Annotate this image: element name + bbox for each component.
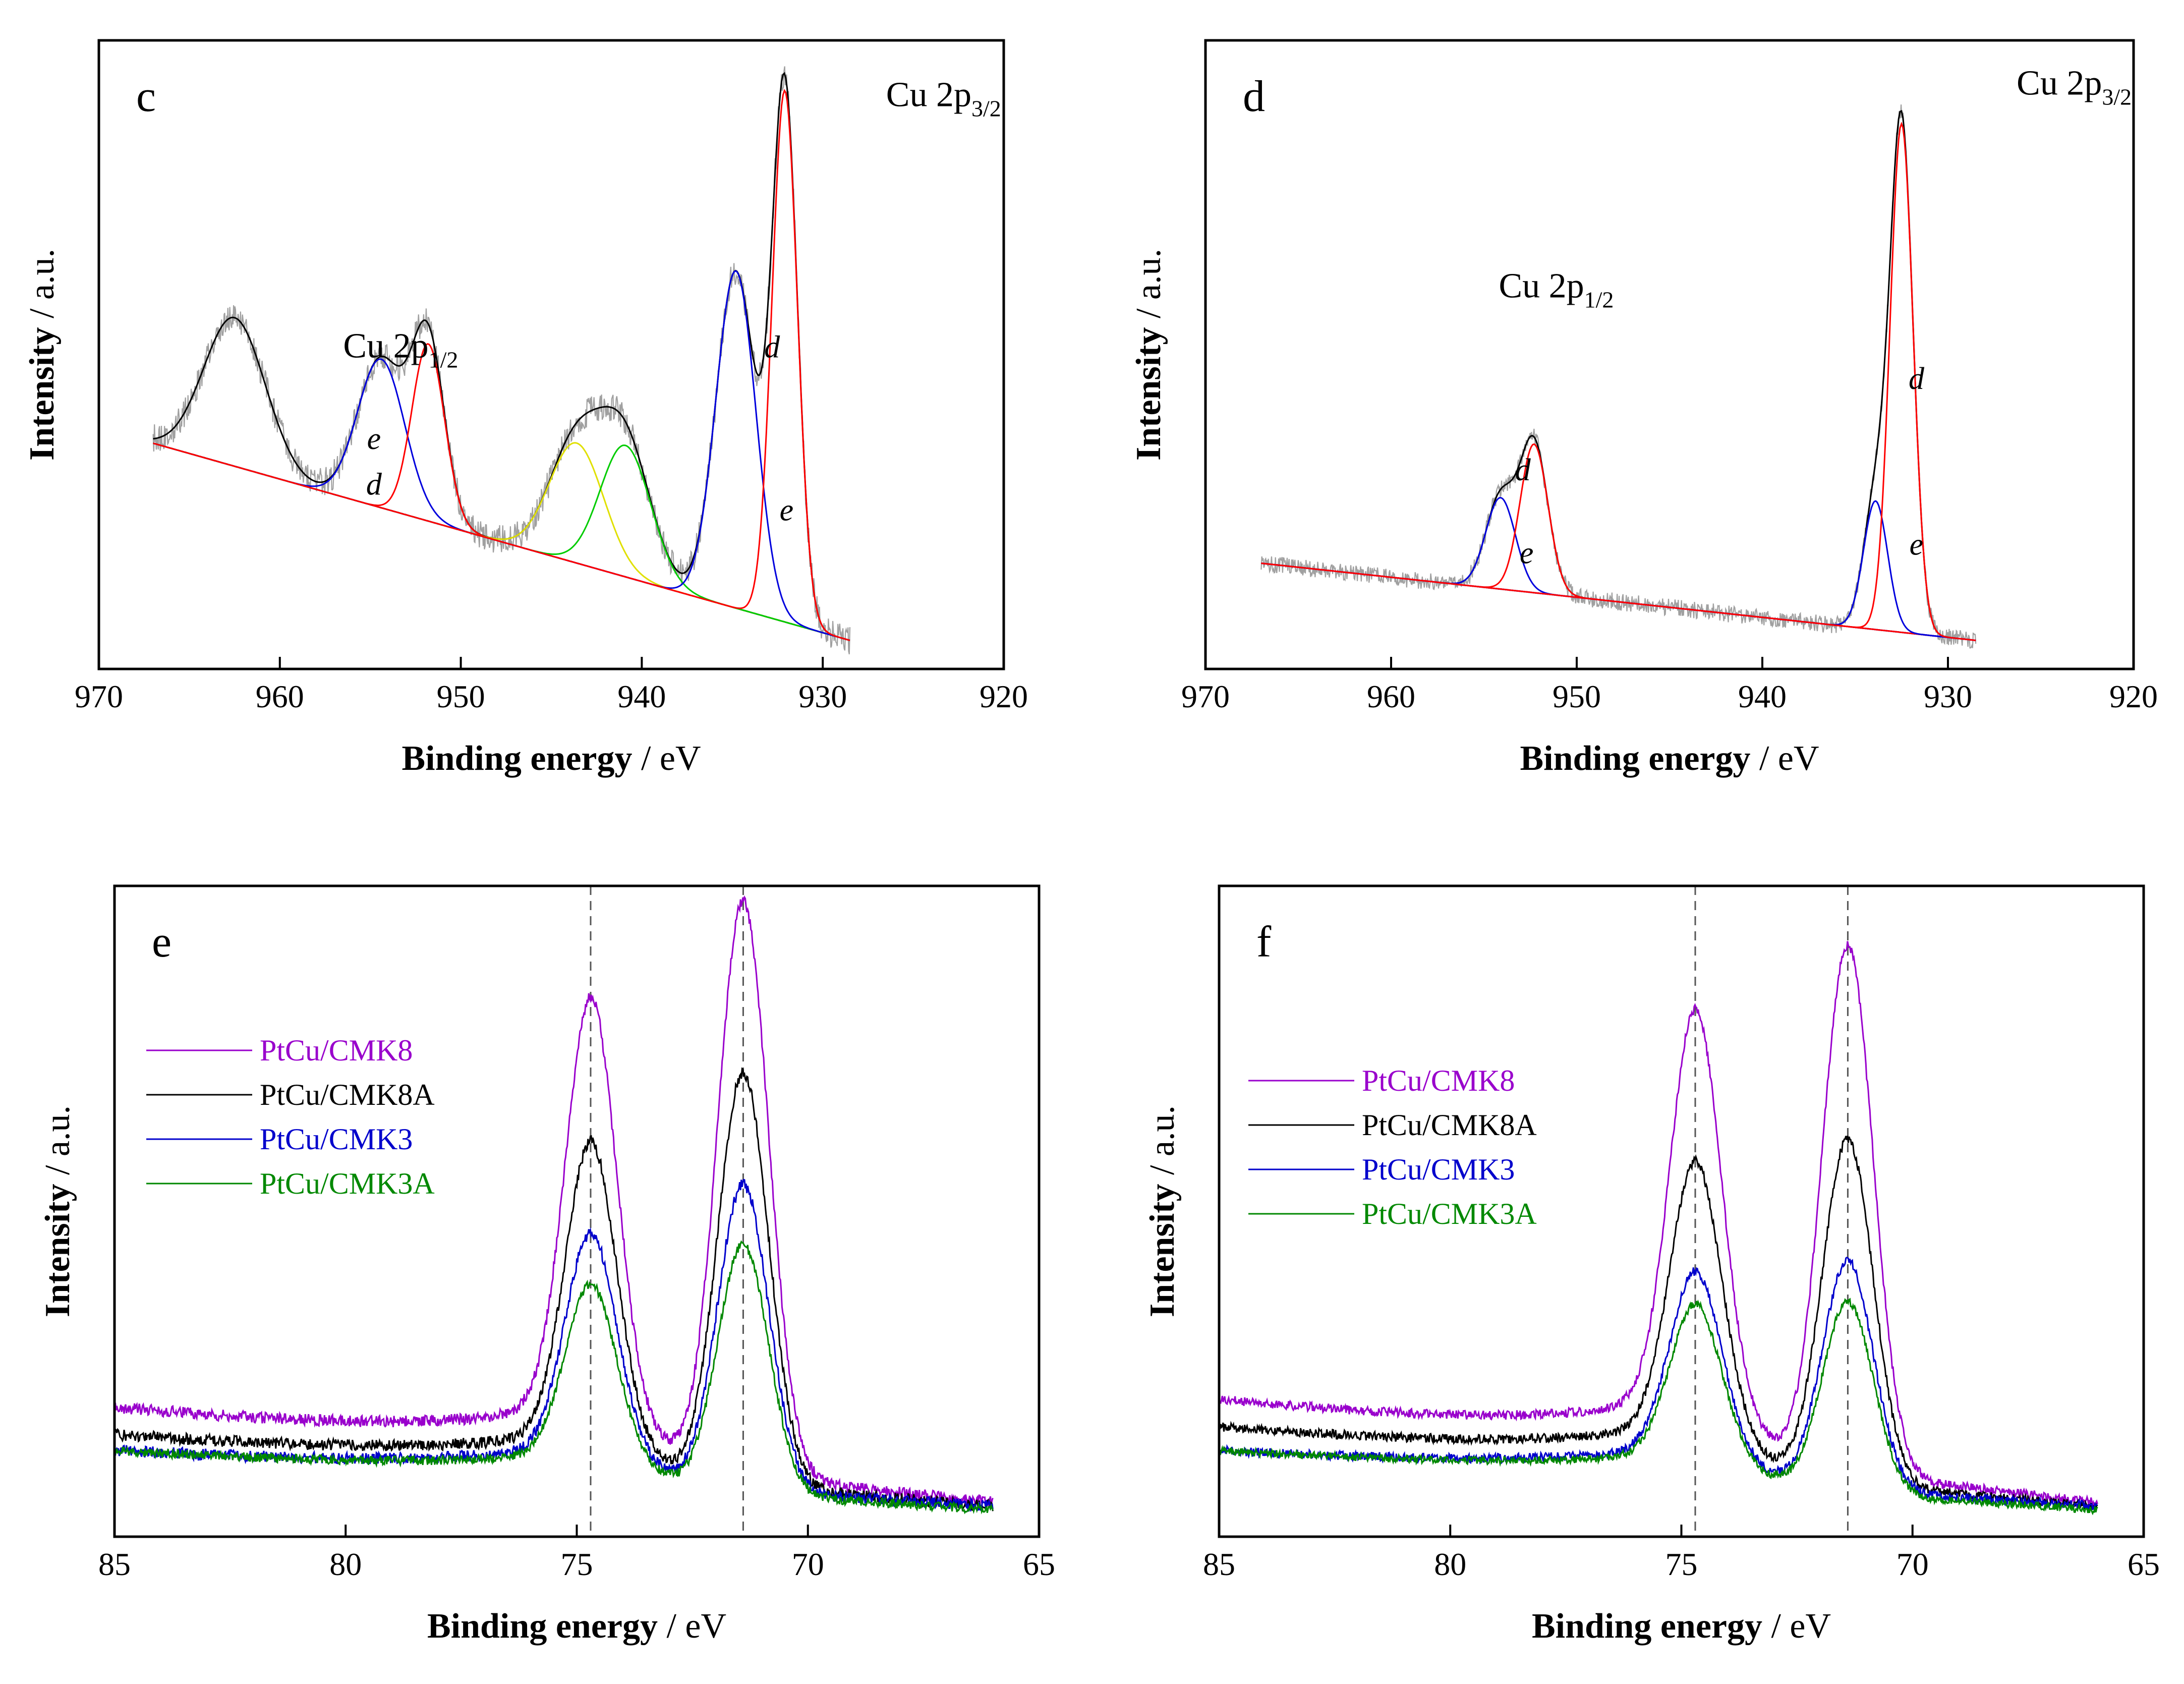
x-axis-label: Binding energy / eV: [401, 739, 701, 778]
panel-c: 970 960 950 940 930 920 Binding energy / eV Int…: [23, 39, 1028, 778]
peak-label: Cu 2p3/2: [886, 75, 1001, 121]
series-cu2p1-2-d: [153, 343, 850, 641]
series-ptcu-cmk3a: [1219, 1298, 2098, 1515]
x-tick-label: 65: [2128, 1546, 2160, 1582]
x-tick-label: 940: [1738, 679, 1787, 714]
series-cu2p3-2-e: [153, 270, 850, 641]
series-envelope: [153, 72, 850, 641]
series-raw: [1260, 104, 1977, 649]
panel-f: 85 80 75 70 65 Binding energy / eV Intensity /…: [1143, 884, 2160, 1646]
x-axis-label: Binding energy / eV: [1520, 739, 1819, 778]
x-tick-label: 65: [1023, 1546, 1055, 1582]
series-ptcu-cmk3: [1219, 1257, 2098, 1511]
component-label: e: [1910, 527, 1924, 562]
plot-frame: [97, 39, 1005, 670]
x-tick-label: 920: [980, 679, 1028, 714]
x-tick-label: 70: [1896, 1546, 1929, 1582]
peak-label: Cu 2p1/2: [343, 327, 458, 373]
legend-label: PtCu/CMK3: [1362, 1153, 1515, 1186]
x-tick-label: 960: [256, 679, 304, 714]
series-ptcu-cmk8: [114, 895, 994, 1508]
x-axis-label: Binding energy / eV: [1532, 1607, 1831, 1646]
x-tick-label: 70: [792, 1546, 824, 1582]
panel-letter: c: [136, 72, 156, 121]
y-axis-label: Intensity / a.u.: [38, 1105, 77, 1317]
x-tick-label: 930: [1924, 679, 1972, 714]
peak-label: Cu 2p3/2: [2017, 64, 2132, 110]
plot-frame: [1204, 39, 2135, 670]
legend-label: PtCu/CMK8: [1362, 1064, 1515, 1097]
panel-d: 970 960 950 940 930 920 Binding energy / eV Int…: [1129, 39, 2158, 778]
series-ptcu-cmk3: [114, 1178, 994, 1512]
x-tick-label: 85: [1203, 1546, 1235, 1582]
component-label: e: [780, 493, 794, 527]
x-tick-label: 960: [1367, 679, 1415, 714]
x-tick-label: 970: [75, 679, 123, 714]
panel-letter: d: [1243, 72, 1265, 121]
series-envelope: [1261, 109, 1976, 641]
plot-area: [114, 895, 994, 1514]
legend-label: PtCu/CMK3: [260, 1122, 413, 1156]
legend-label: PtCu/CMK8A: [260, 1078, 435, 1111]
series-ptcu-cmk8a: [1219, 1136, 2098, 1512]
plot-frame: [113, 884, 1041, 1538]
series-raw: [152, 66, 851, 655]
x-tick-label: 920: [2109, 679, 2158, 714]
series-ptcu-cmk8a: [114, 1067, 994, 1512]
legend-label: PtCu/CMK8A: [1362, 1108, 1537, 1142]
x-tick-label: 85: [98, 1546, 131, 1582]
panel-e: 85 80 75 70 65 Binding energy / eV Intensity /…: [38, 884, 1055, 1646]
x-tick-label: 75: [1665, 1546, 1698, 1582]
x-tick-label: 950: [1553, 679, 1601, 714]
series-ptcu-cmk8: [1219, 941, 2098, 1508]
x-tick-label: 970: [1181, 679, 1230, 714]
x-tick-label: 940: [617, 679, 666, 714]
x-axis-label: Binding energy / eV: [427, 1607, 726, 1646]
component-label: d: [1515, 453, 1531, 487]
component-label: d: [764, 330, 780, 365]
series-cu2p3-2-d: [153, 89, 850, 641]
component-label: e: [1520, 536, 1534, 570]
component-label: d: [366, 468, 382, 502]
series-cu2p1-2-d: [1261, 443, 1976, 641]
plot-area: [1219, 941, 2098, 1515]
y-axis-label: Intensity / a.u.: [23, 249, 62, 461]
x-tick-label: 80: [1434, 1546, 1466, 1582]
series-ptcu-cmk3a: [114, 1240, 994, 1514]
y-axis-label: Intensity / a.u.: [1129, 249, 1168, 461]
plot-area: [152, 66, 851, 655]
series-cu2p1-2-e: [153, 358, 850, 641]
plot-frame: [1218, 884, 2145, 1538]
component-label: d: [1909, 362, 1925, 396]
series-cu2p3-2-d: [1261, 122, 1976, 641]
y-axis-label: Intensity / a.u.: [1143, 1105, 1182, 1317]
panel-letter: e: [152, 918, 171, 967]
component-label: e: [367, 422, 381, 456]
x-tick-label: 75: [561, 1546, 593, 1582]
legend-label: PtCu/CMK3A: [260, 1167, 435, 1200]
x-tick-label: 80: [329, 1546, 362, 1582]
plot-area: [1260, 104, 1977, 649]
x-tick-label: 930: [798, 679, 847, 714]
panel-letter: f: [1256, 918, 1272, 967]
peak-label: Cu 2p1/2: [1499, 267, 1614, 313]
legend-label: PtCu/CMK8: [260, 1034, 413, 1067]
legend-label: PtCu/CMK3A: [1362, 1197, 1537, 1230]
x-tick-label: 950: [437, 679, 485, 714]
